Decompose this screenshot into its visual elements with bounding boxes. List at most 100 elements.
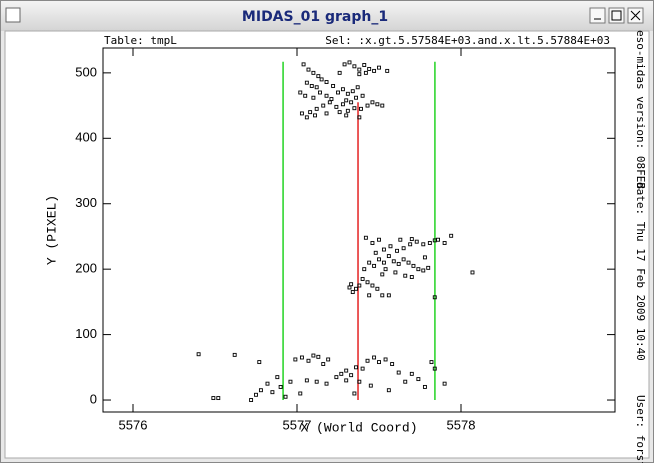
- point: [319, 77, 324, 82]
- point: [401, 257, 406, 262]
- point: [301, 62, 306, 67]
- point: [314, 379, 319, 384]
- point: [331, 84, 336, 88]
- point: [385, 68, 390, 73]
- point: [416, 267, 421, 272]
- point: [403, 379, 408, 384]
- point: [363, 235, 368, 240]
- x-tick-label: 5576: [119, 417, 148, 432]
- point: [298, 391, 303, 396]
- point: [398, 237, 403, 242]
- point: [254, 392, 258, 397]
- point: [367, 293, 372, 298]
- point: [360, 366, 365, 371]
- y-axis-label: Y (PIXEL): [44, 195, 59, 265]
- point: [324, 111, 329, 116]
- point: [350, 89, 355, 94]
- window-title: MIDAS_01 graph_1: [242, 9, 388, 25]
- maximize-button[interactable]: [608, 7, 625, 24]
- point: [352, 64, 357, 69]
- point: [298, 90, 303, 95]
- point: [303, 93, 308, 98]
- point: [354, 95, 358, 100]
- point: [380, 272, 385, 277]
- point: [390, 362, 395, 366]
- point: [372, 68, 377, 73]
- point: [352, 106, 357, 111]
- point: [349, 282, 354, 287]
- point: [340, 102, 345, 107]
- x-axis-label: X (World Coord): [300, 420, 417, 435]
- point: [344, 368, 349, 373]
- point: [363, 70, 368, 75]
- point: [370, 283, 375, 288]
- point: [357, 67, 362, 72]
- point: [372, 263, 377, 268]
- point: [311, 70, 316, 75]
- point: [360, 93, 365, 98]
- point: [380, 103, 385, 108]
- point: [422, 255, 427, 260]
- point: [311, 353, 316, 358]
- point: [383, 267, 388, 272]
- point: [432, 366, 437, 371]
- point: [365, 103, 370, 108]
- minimize-button[interactable]: [589, 7, 606, 24]
- point: [211, 396, 216, 401]
- point: [406, 260, 411, 265]
- point: [324, 381, 329, 386]
- point: [327, 100, 332, 105]
- point: [249, 398, 254, 402]
- point: [314, 106, 319, 111]
- point: [299, 111, 304, 116]
- point: [318, 90, 322, 95]
- point: [344, 98, 349, 103]
- point: [470, 270, 475, 275]
- point: [337, 110, 342, 115]
- point: [321, 103, 326, 108]
- x-tick-label: 5578: [447, 417, 476, 432]
- point: [357, 115, 362, 120]
- point: [275, 375, 280, 380]
- point: [196, 352, 201, 357]
- point: [304, 378, 309, 383]
- side-text: User: forst: [634, 395, 647, 463]
- point: [380, 293, 385, 298]
- close-icon: [630, 10, 641, 21]
- point: [442, 241, 447, 245]
- point: [372, 355, 377, 360]
- point: [370, 100, 375, 105]
- point: [386, 388, 391, 393]
- window-menu-button[interactable]: [5, 7, 21, 23]
- point: [334, 104, 339, 109]
- point: [216, 396, 221, 401]
- point: [403, 273, 408, 278]
- point: [370, 241, 375, 245]
- point: [360, 277, 365, 281]
- point: [416, 377, 421, 382]
- point: [395, 248, 399, 253]
- point: [408, 242, 413, 247]
- point: [409, 275, 414, 279]
- point: [365, 358, 370, 363]
- point: [313, 113, 317, 118]
- title-bar: [1, 1, 653, 31]
- point: [304, 80, 309, 85]
- point: [367, 66, 372, 71]
- point: [359, 106, 363, 111]
- side-text: eso-midas version: 08FEB: [634, 30, 647, 189]
- point: [308, 110, 313, 115]
- point: [344, 113, 349, 118]
- point: [426, 265, 431, 270]
- point: [421, 268, 426, 273]
- point: [411, 263, 416, 268]
- point: [409, 237, 414, 242]
- point: [340, 87, 345, 92]
- point: [429, 360, 434, 365]
- point: [383, 357, 388, 362]
- point: [421, 242, 426, 247]
- y-tick-label: 0: [90, 391, 97, 406]
- point: [337, 70, 342, 75]
- point: [336, 90, 340, 95]
